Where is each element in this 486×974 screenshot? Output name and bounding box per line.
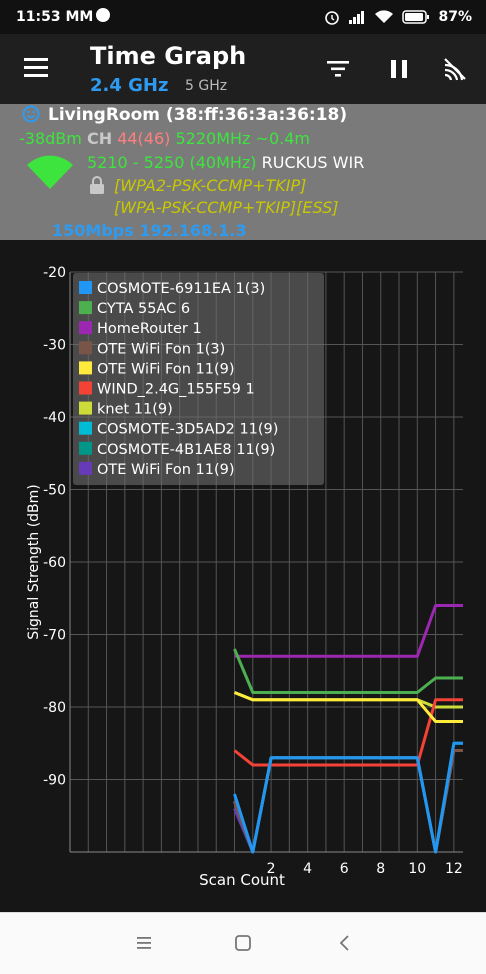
back-icon[interactable] — [333, 931, 357, 955]
alarm-icon — [325, 11, 340, 25]
security-line-2: [WPA-PSK-CCMP+TKIP][ESS] — [114, 198, 339, 217]
legend-swatch — [79, 341, 92, 355]
series-line — [233, 698, 463, 767]
series-line — [233, 741, 463, 854]
legend-entry: OTE WiFi Fon 1(3) — [97, 341, 225, 357]
frequency-range: 5210 - 5250 (40MHz) — [87, 153, 257, 172]
legend-swatch — [79, 421, 92, 435]
range-row: 5210 - 5250 (40MHz) RUCKUS WIR — [87, 153, 364, 172]
legend-swatch — [79, 461, 92, 475]
legend-swatch — [79, 381, 92, 395]
x-tick-label: 8 — [376, 861, 385, 877]
system-nav-bar — [0, 912, 486, 974]
y-tick-label: -80 — [43, 700, 66, 716]
battery-icon — [402, 10, 430, 24]
home-icon[interactable] — [231, 931, 255, 955]
y-tick-label: -50 — [43, 483, 66, 499]
status-icons: 87% — [324, 9, 472, 25]
y-tick-label: -40 — [43, 410, 66, 426]
messenger-icon — [96, 8, 110, 22]
distance-value: ~0.4m — [255, 129, 310, 148]
legend-swatch — [79, 361, 92, 375]
menu-icon[interactable] — [24, 58, 48, 78]
x-tick-label: 4 — [303, 861, 312, 877]
wifi-signal-icon — [27, 155, 73, 189]
y-axis-title: Signal Strength (dBm) — [26, 484, 42, 640]
legend-swatch — [79, 321, 92, 335]
y-tick-label: -20 — [43, 265, 66, 281]
cell-signal-icon — [349, 11, 365, 24]
legend-entry: CYTA 55AC 6 — [97, 301, 190, 317]
filter-icon[interactable] — [325, 56, 351, 82]
tab-2-4-ghz[interactable]: 2.4 GHz — [90, 75, 169, 96]
legend-entry: WIND_2.4G_155F59 1 — [97, 382, 255, 398]
legend-swatch — [79, 441, 92, 455]
legend-entry: OTE WiFi Fon 11(9) — [97, 462, 235, 478]
series-line — [233, 741, 463, 854]
recent-apps-icon[interactable] — [132, 931, 156, 955]
lock-icon — [90, 176, 104, 194]
x-tick-label: 6 — [340, 861, 349, 877]
series-line — [234, 604, 463, 658]
series-line — [233, 691, 463, 723]
legend-entry: knet 11(9) — [97, 402, 173, 418]
legend-swatch — [79, 401, 92, 415]
channel-value: 44(46) — [117, 129, 171, 148]
y-tick-label: -60 — [43, 555, 66, 571]
y-tick-label: -70 — [43, 628, 66, 644]
legend-entry: HomeRouter 1 — [97, 321, 202, 337]
security-line-1: [WPA2-PSK-CCMP+TKIP] — [114, 176, 307, 195]
time-graph-chart[interactable]: -20 -30 -40 -50 -60 -70 -80 -90 2 4 6 8 10 12 Scan Cou… — [0, 240, 486, 912]
page-title: Time Graph — [90, 42, 247, 70]
x-axis-title: Scan Count — [199, 871, 285, 889]
y-tick-label: -90 — [43, 773, 66, 789]
series-line — [233, 648, 463, 694]
frequency-value: 5220MHz — [175, 129, 251, 148]
connection-info-panel[interactable]: LivingRoom (38:ff:36:3a:36:18) -38dBm CH… — [0, 104, 486, 240]
legend-entry: OTE WiFi Fon 11(9) — [97, 361, 235, 377]
status-bar: 11:53 MM 87% — [0, 0, 486, 34]
y-tick-label: -30 — [43, 338, 66, 354]
tab-5-ghz[interactable]: 5 GHz — [185, 78, 228, 94]
speed-ip-label: 150Mbps 192.168.1.3 — [52, 221, 247, 240]
signal-chart-svg[interactable]: -20 -30 -40 -50 -60 -70 -80 -90 2 4 6 8 10 12 Scan Cou… — [0, 240, 486, 912]
vendor-name: RUCKUS WIR — [261, 153, 365, 172]
pause-icon[interactable] — [386, 56, 412, 82]
legend-swatch — [79, 281, 92, 294]
x-tick-label: 10 — [408, 861, 426, 877]
channel-label: CH — [86, 129, 113, 148]
signal-row: -38dBm CH 44(46) 5220MHz ~0.4m — [19, 129, 310, 148]
wifi-scan-icon[interactable] — [442, 56, 468, 82]
status-time: 11:53 MM — [16, 9, 94, 25]
x-tick-label: 2 — [267, 861, 276, 877]
app-bar: Time Graph 2.4 GHz 5 GHz — [0, 34, 486, 104]
legend-entry: COSMOTE-3D5AD2 11(9) — [97, 422, 278, 438]
legend-entry: COSMOTE-6911EA 1(3) — [97, 281, 265, 297]
battery-percent: 87% — [438, 9, 472, 25]
wifi-status-icon — [375, 10, 394, 23]
ssid-label: LivingRoom (38:ff:36:3a:36:18) — [48, 105, 348, 125]
legend-entry: COSMOTE-4B1AE8 11(9) — [97, 442, 275, 458]
x-tick-label: 12 — [445, 861, 463, 877]
legend-swatch — [79, 301, 92, 315]
signal-level: -38dBm — [19, 129, 82, 148]
smile-icon — [22, 105, 40, 123]
legend-box — [73, 273, 324, 485]
